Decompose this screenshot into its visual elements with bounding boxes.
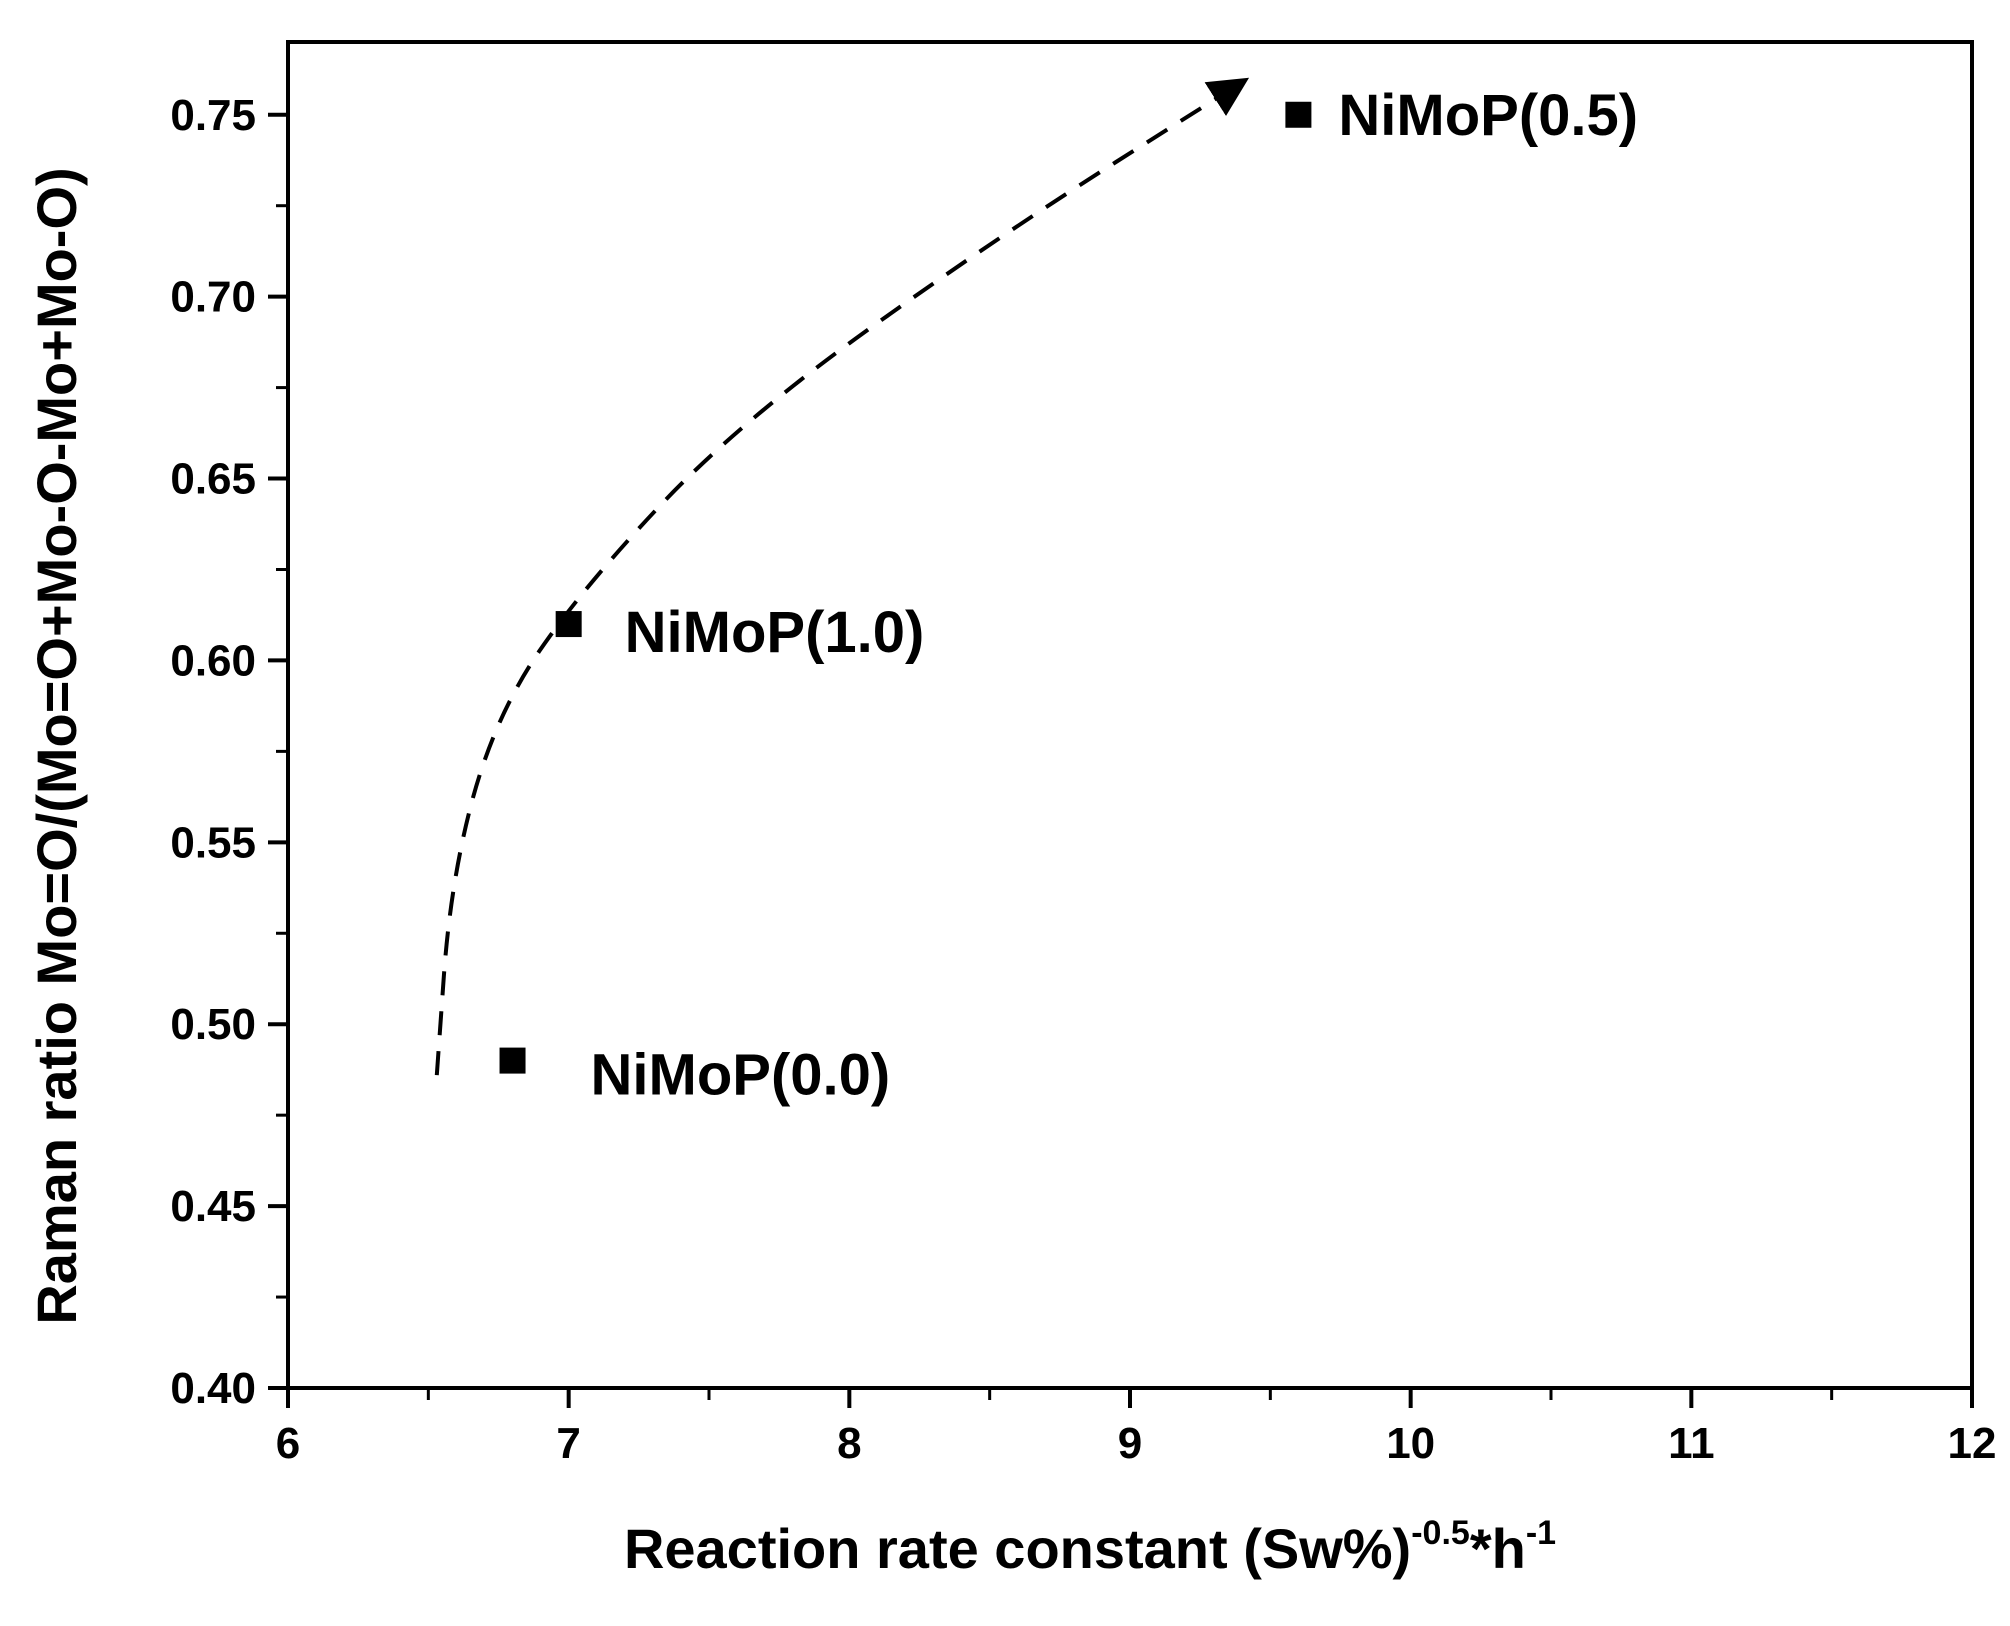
y-axis-ticks [268,112,288,1390]
data-point-label: NiMoP(1.0) [625,600,925,665]
data-point-label: NiMoP(0.0) [591,1043,891,1108]
y-tick-label: 0.70 [170,273,256,322]
y-tick-label: 0.65 [170,455,256,504]
data-point-label: NiMoP(0.5) [1338,83,1638,148]
x-axis-title: Reaction rate constant (Sw%)-0.5*h-1 [624,1514,1556,1580]
y-tick-label: 0.40 [170,1364,256,1413]
x-axis-tick-labels: 6 7 8 9 10 11 12 [276,1419,1997,1468]
data-points [499,101,1312,1074]
trend-arrow [434,77,1250,1076]
y-tick-label: 0.50 [170,1000,256,1049]
y-axis-title: Raman ratio Mo=O/(Mo=O+Mo-O-Mo+Mo-O) [25,167,88,1324]
x-tick-label: 11 [1668,1419,1715,1468]
y-tick-label: 0.60 [170,636,256,685]
x-tick-label: 12 [1948,1419,1997,1468]
y-axis-tick-labels: 0.40 0.45 0.50 0.55 0.60 0.65 0.70 0.75 [170,91,256,1413]
plot-frame [286,40,1974,1390]
x-tick-label: 9 [1118,1419,1142,1468]
data-point-labels: NiMoP(0.0) NiMoP(1.0) NiMoP(0.5) [591,83,1639,1108]
x-axis-ticks [286,1388,1974,1408]
y-tick-label: 0.75 [170,91,256,140]
data-point [1285,101,1312,128]
y-tick-label: 0.45 [170,1182,256,1231]
data-point [555,611,582,638]
x-tick-label: 6 [276,1419,300,1468]
x-tick-label: 7 [556,1419,580,1468]
x-tick-label: 10 [1386,1419,1435,1468]
x-tick-label: 8 [837,1419,861,1468]
y-tick-label: 0.55 [170,818,256,867]
data-point [499,1047,526,1074]
